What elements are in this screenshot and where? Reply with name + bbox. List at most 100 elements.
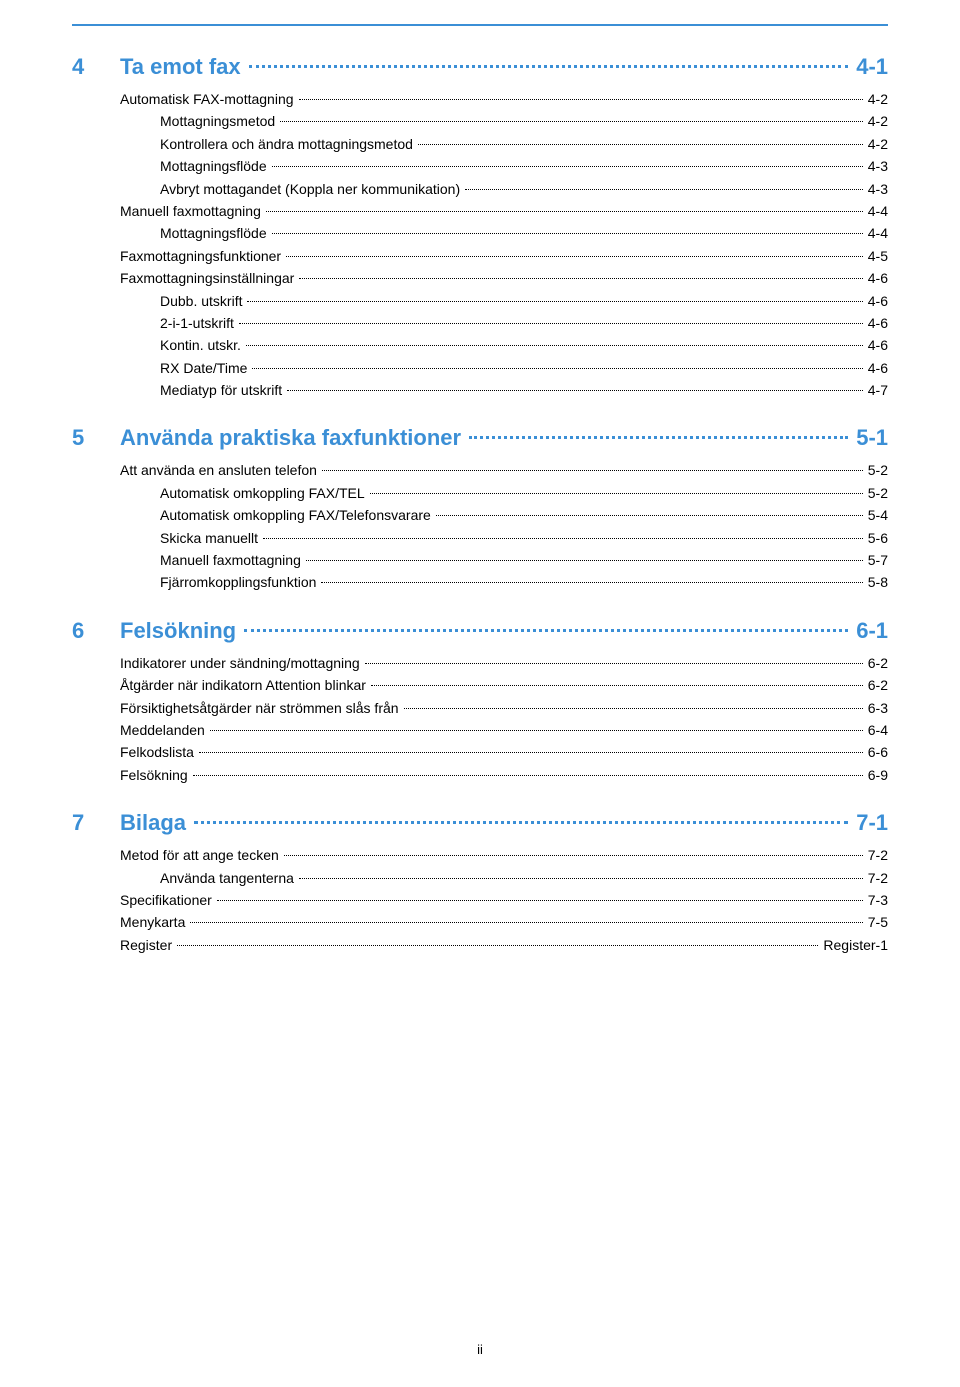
toc-entry[interactable]: Fjärromkopplingsfunktion5-8 bbox=[120, 571, 888, 593]
section-entries: Metod för att ange tecken7-2Använda tang… bbox=[120, 844, 888, 956]
section-dots bbox=[244, 629, 848, 632]
section-page: 7-1 bbox=[852, 810, 888, 836]
section-title: Felsökning bbox=[120, 618, 240, 644]
toc-entry-dots bbox=[263, 538, 863, 539]
toc-entry-page: 6-4 bbox=[866, 719, 888, 741]
toc-entry[interactable]: Metod för att ange tecken7-2 bbox=[120, 844, 888, 866]
toc-entry-dots bbox=[365, 663, 863, 664]
toc-entry-dots bbox=[436, 515, 863, 516]
section-title-wrap: Ta emot fax4-1 bbox=[120, 54, 888, 80]
toc-entry[interactable]: Indikatorer under sändning/mottagning 6-2 bbox=[120, 652, 888, 674]
toc-entry[interactable]: Mottagningsflöde4-4 bbox=[120, 222, 888, 244]
toc-entry[interactable]: Automatisk omkoppling FAX/Telefonsvarare… bbox=[120, 504, 888, 526]
toc-entry[interactable]: Avbryt mottagandet (Koppla ner kommunika… bbox=[120, 178, 888, 200]
section-page: 4-1 bbox=[852, 54, 888, 80]
toc-entry[interactable]: Faxmottagningsinställningar4-6 bbox=[120, 267, 888, 289]
toc-entry-dots bbox=[370, 493, 863, 494]
toc-entry-dots bbox=[272, 233, 863, 234]
toc-entry-dots bbox=[190, 922, 862, 923]
toc-entry-page: 4-6 bbox=[866, 334, 888, 356]
toc-entry-label: Kontin. utskr. bbox=[160, 334, 243, 356]
section-heading[interactable]: 4Ta emot fax4-1 bbox=[72, 54, 888, 80]
table-of-contents: 4Ta emot fax4-1 Automatisk FAX-mottagning… bbox=[72, 54, 888, 956]
toc-entry[interactable]: Använda tangenterna7-2 bbox=[120, 867, 888, 889]
toc-entry-dots bbox=[210, 730, 863, 731]
toc-entry-dots bbox=[280, 121, 863, 122]
toc-entry[interactable]: Mottagningsmetod4-2 bbox=[120, 110, 888, 132]
toc-entry-page: 7-3 bbox=[866, 889, 888, 911]
toc-entry[interactable]: Register Register-1 bbox=[120, 934, 888, 956]
section-title-wrap: Felsökning6-1 bbox=[120, 618, 888, 644]
toc-entry-dots bbox=[321, 582, 862, 583]
toc-entry-dots bbox=[299, 278, 862, 279]
toc-entry-label: Dubb. utskrift bbox=[160, 290, 244, 312]
toc-entry-dots bbox=[322, 470, 863, 471]
toc-entry-page: 5-2 bbox=[866, 482, 888, 504]
toc-entry[interactable]: Dubb. utskrift 4-6 bbox=[120, 290, 888, 312]
toc-entry-label: Indikatorer under sändning/mottagning bbox=[120, 652, 362, 674]
toc-entry-page: 4-4 bbox=[866, 200, 888, 222]
section-entries: Indikatorer under sändning/mottagning 6-2… bbox=[120, 652, 888, 786]
toc-entry-page: 7-2 bbox=[866, 844, 888, 866]
section-title: Bilaga bbox=[120, 810, 190, 836]
toc-entry-dots bbox=[404, 708, 863, 709]
toc-entry-label: Register bbox=[120, 934, 174, 956]
toc-entry-dots bbox=[193, 775, 863, 776]
section-page: 5-1 bbox=[852, 425, 888, 451]
toc-entry-label: Mediatyp för utskrift bbox=[160, 379, 284, 401]
toc-entry-page: 4-2 bbox=[866, 88, 888, 110]
toc-entry[interactable]: Mediatyp för utskrift4-7 bbox=[120, 379, 888, 401]
page-number: ii bbox=[0, 1342, 960, 1357]
toc-entry-label: Menykarta bbox=[120, 911, 187, 933]
toc-entry-page: 6-2 bbox=[866, 652, 888, 674]
toc-entry-dots bbox=[272, 166, 863, 167]
toc-entry-label: Manuell faxmottagning bbox=[120, 200, 263, 222]
section-dots bbox=[249, 65, 849, 68]
toc-entry-dots bbox=[217, 900, 863, 901]
toc-entry-page: Register-1 bbox=[821, 934, 888, 956]
toc-entry[interactable]: Felkodslista6-6 bbox=[120, 741, 888, 763]
toc-entry-label: Specifikationer bbox=[120, 889, 214, 911]
toc-entry[interactable]: Manuell faxmottagning 4-4 bbox=[120, 200, 888, 222]
section-heading[interactable]: 7Bilaga7-1 bbox=[72, 810, 888, 836]
toc-entry[interactable]: Faxmottagningsfunktioner4-5 bbox=[120, 245, 888, 267]
toc-entry-label: Försiktighetsåtgärder när strömmen slås … bbox=[120, 697, 401, 719]
toc-entry[interactable]: Skicka manuellt5-6 bbox=[120, 527, 888, 549]
toc-entry-page: 4-6 bbox=[866, 290, 888, 312]
toc-entry-page: 4-2 bbox=[866, 110, 888, 132]
toc-entry-label: Att använda en ansluten telefon bbox=[120, 459, 319, 481]
toc-entry[interactable]: 2-i-1-utskrift4-6 bbox=[120, 312, 888, 334]
section-dots bbox=[194, 821, 848, 824]
toc-entry[interactable]: Felsökning6-9 bbox=[120, 764, 888, 786]
toc-entry-dots bbox=[266, 211, 863, 212]
toc-entry-dots bbox=[286, 256, 863, 257]
section-heading[interactable]: 6Felsökning6-1 bbox=[72, 618, 888, 644]
toc-entry[interactable]: Kontrollera och ändra mottagningsmetod4-… bbox=[120, 133, 888, 155]
toc-entry[interactable]: Försiktighetsåtgärder när strömmen slås … bbox=[120, 697, 888, 719]
section-title: Använda praktiska faxfunktioner bbox=[120, 425, 465, 451]
toc-entry-dots bbox=[247, 301, 862, 302]
toc-entry[interactable]: RX Date/Time4-6 bbox=[120, 357, 888, 379]
toc-entry[interactable]: Manuell faxmottagning5-7 bbox=[120, 549, 888, 571]
toc-entry-label: RX Date/Time bbox=[160, 357, 249, 379]
toc-entry[interactable]: Meddelanden6-4 bbox=[120, 719, 888, 741]
toc-entry[interactable]: Att använda en ansluten telefon5-2 bbox=[120, 459, 888, 481]
toc-entry-dots bbox=[418, 144, 863, 145]
toc-entry[interactable]: Menykarta7-5 bbox=[120, 911, 888, 933]
toc-entry[interactable]: Automatisk omkoppling FAX/TEL5-2 bbox=[120, 482, 888, 504]
toc-entry[interactable]: Automatisk FAX-mottagning4-2 bbox=[120, 88, 888, 110]
toc-entry[interactable]: Specifikationer 7-3 bbox=[120, 889, 888, 911]
section-heading[interactable]: 5Använda praktiska faxfunktioner5-1 bbox=[72, 425, 888, 451]
section-title-wrap: Bilaga 7-1 bbox=[120, 810, 888, 836]
toc-entry-label: 2-i-1-utskrift bbox=[160, 312, 236, 334]
section-entries: Automatisk FAX-mottagning4-2Mottagningsm… bbox=[120, 88, 888, 401]
toc-entry-page: 6-2 bbox=[866, 674, 888, 696]
toc-entry-dots bbox=[199, 752, 863, 753]
toc-entry[interactable]: Mottagningsflöde4-3 bbox=[120, 155, 888, 177]
toc-entry[interactable]: Åtgärder när indikatorn Attention blinka… bbox=[120, 674, 888, 696]
toc-entry-label: Fjärromkopplingsfunktion bbox=[160, 571, 318, 593]
toc-entry-label: Skicka manuellt bbox=[160, 527, 260, 549]
toc-entry-label: Felsökning bbox=[120, 764, 190, 786]
toc-entry-page: 4-3 bbox=[866, 178, 888, 200]
toc-entry[interactable]: Kontin. utskr. 4-6 bbox=[120, 334, 888, 356]
